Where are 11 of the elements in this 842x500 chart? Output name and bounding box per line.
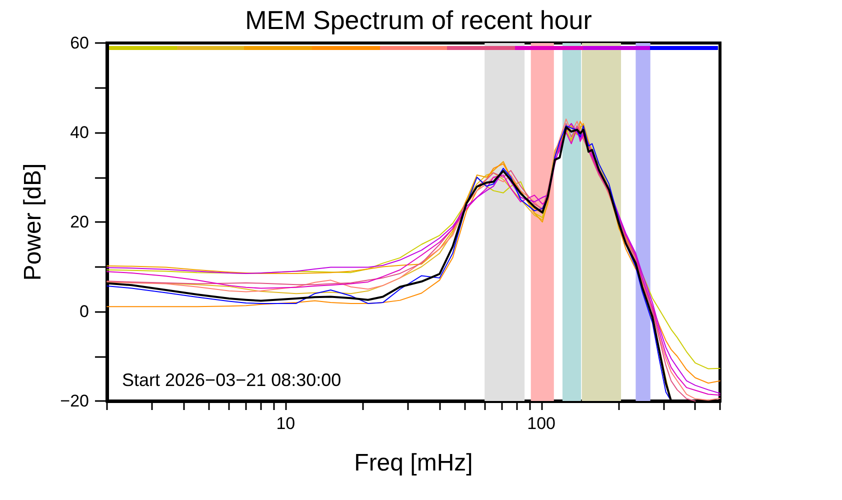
annotation: Start 2026−03−21 08:30:00 (122, 370, 342, 390)
y-tick-label: 60 (70, 34, 89, 52)
y-tick-label: 20 (70, 212, 89, 232)
x-tick-label: 10 (276, 414, 296, 433)
y-axis-title: Power [dB] (20, 163, 46, 281)
chart-title: MEM Spectrum of recent hour (245, 5, 592, 35)
y-tick-label: −20 (60, 392, 89, 410)
x-tick-label: 100 (527, 414, 556, 433)
x-axis-title: Freq [mHz] (354, 450, 473, 476)
y-tick-label: 0 (80, 302, 89, 321)
y-tick-label: 40 (70, 123, 89, 142)
